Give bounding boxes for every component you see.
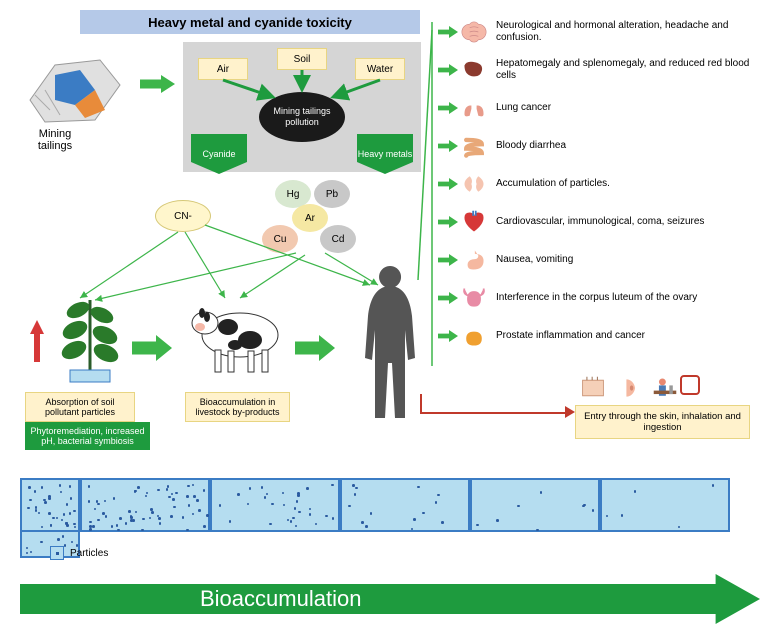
mining-label: Mining tailings [25,128,85,152]
metal-pb: Pb [314,180,350,208]
symptom-arrow [438,254,458,266]
symptom-arrow [438,216,458,228]
symptom-arrow [438,178,458,190]
plant-caption: Absorption of soil pollutant particles [25,392,135,422]
symptom-row: Prostate inflammation and cancer [460,322,756,350]
symptom-text: Interference in the corpus luteum of the… [496,292,756,304]
symptom-row: Bloody diarrhea [460,132,756,160]
pollution-box: Air Soil Water Mining tailings pollution… [183,42,421,172]
particles-strip [20,478,760,546]
plant-icon [50,295,130,385]
title-bar: Heavy metal and cyanide toxicity [80,10,420,34]
metal-ar: Ar [292,204,328,232]
mining-tailings-icon [20,50,130,130]
arrow-cow-to-human [295,335,335,361]
particle-cell [600,478,730,532]
liver-icon [460,56,488,84]
entry-icons-row [580,375,678,401]
brain-icon [460,18,488,46]
particle-legend-icon [50,546,64,560]
symptom-text: Hepatomegaly and splenomegaly, and reduc… [496,58,756,82]
symptom-row: Interference in the corpus luteum of the… [460,284,756,312]
particles-legend: Particles [50,546,108,560]
entry-highlight-box [680,375,700,395]
heart-icon [460,208,488,236]
symptom-arrow [438,26,458,38]
symptom-arrow [438,102,458,114]
symptom-row: Cardiovascular, immunological, coma, sei… [460,208,756,236]
arrow-plant-to-cow [132,335,172,361]
entry-caption: Entry through the skin, inhalation and i… [575,405,750,439]
arrow-mining-to-pollution [140,75,175,93]
symptom-arrow [438,330,458,342]
inhalation-icon [616,375,642,401]
metal-cu: Cu [262,225,298,253]
cn-oval: CN- [155,200,211,232]
symptom-arrow [438,140,458,152]
particle-cell [340,478,470,532]
symptom-arrow [438,292,458,304]
human-silhouette-icon [345,258,435,428]
lungs-icon [460,94,488,122]
stomach-icon [460,246,488,274]
symptom-text: Prostate inflammation and cancer [496,330,756,342]
uterus-icon [460,284,488,312]
particle-cell [210,478,340,532]
symptom-text: Nausea, vomiting [496,254,756,266]
metal-cd: Cd [320,225,356,253]
symptom-text: Cardiovascular, immunological, coma, sei… [496,216,756,228]
ingestion-icon [652,375,678,401]
symptom-text: Neurological and hormonal alteration, he… [496,20,756,44]
skin-icon [580,375,606,401]
symptom-arrow [438,64,458,76]
particle-cell [80,478,210,532]
red-up-arrow-icon [30,320,44,362]
kidney-icon [460,170,488,198]
symptom-text: Bloody diarrhea [496,140,756,152]
particle-cell [470,478,600,532]
symptom-row: Hepatomegaly and splenomegaly, and reduc… [460,56,756,84]
red-connector-v [420,394,422,414]
symptom-row: Lung cancer [460,94,756,122]
particles-label: Particles [70,548,108,559]
phyto-caption: Phytoremediation, increased pH, bacteria… [25,422,150,450]
bioaccumulation-arrow: Bioaccumulation [20,574,760,624]
symptom-row: Nausea, vomiting [460,246,756,274]
cow-caption: Bioaccumulation in livestock by-products [185,392,290,422]
red-connector-h [420,412,570,414]
symptom-row: Accumulation of particles. [460,170,756,198]
source-arrows [183,42,421,172]
symptom-text: Lung cancer [496,102,756,114]
particle-cell [20,478,80,532]
intestine-icon [460,132,488,160]
bladder-icon [460,322,488,350]
symptom-row: Neurological and hormonal alteration, he… [460,18,756,46]
cow-icon [180,295,290,380]
symptom-text: Accumulation of particles. [496,178,756,190]
